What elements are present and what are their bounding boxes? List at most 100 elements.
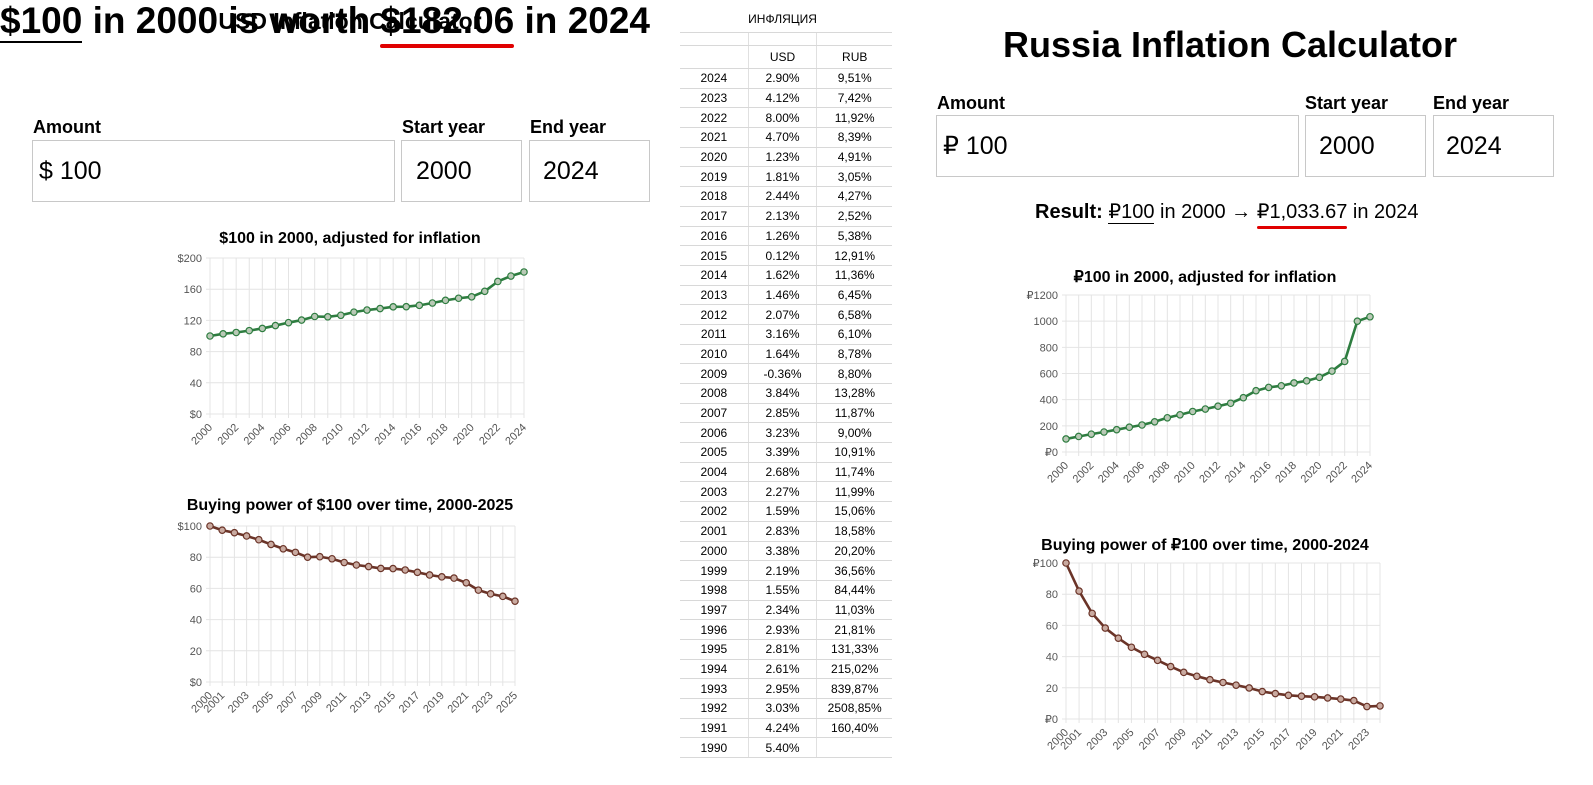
data-point[interactable] <box>1163 413 1172 422</box>
rub-end-year-input[interactable]: 2024 <box>1433 115 1554 177</box>
data-point[interactable] <box>310 312 319 321</box>
data-point[interactable] <box>1138 421 1146 429</box>
data-point[interactable] <box>1087 430 1096 438</box>
data-point[interactable] <box>258 324 267 333</box>
data-point[interactable] <box>1245 684 1253 692</box>
data-point[interactable] <box>1350 696 1358 705</box>
data-point[interactable] <box>1366 312 1374 321</box>
data-point[interactable] <box>284 318 293 327</box>
data-point[interactable] <box>413 568 422 577</box>
data-point[interactable] <box>328 554 336 563</box>
data-point[interactable] <box>1290 379 1298 387</box>
data-point[interactable] <box>363 306 371 314</box>
data-point[interactable] <box>279 544 288 553</box>
data-point[interactable] <box>1074 432 1083 441</box>
data-point[interactable] <box>245 326 254 335</box>
data-point[interactable] <box>511 597 519 605</box>
data-point[interactable] <box>323 313 332 321</box>
data-point[interactable] <box>1140 650 1149 659</box>
data-point[interactable] <box>297 316 306 324</box>
data-point[interactable] <box>1302 377 1311 385</box>
data-point[interactable] <box>401 566 410 574</box>
data-point[interactable] <box>520 268 528 276</box>
rub-amount-input[interactable]: ₽ 100 <box>936 115 1299 177</box>
data-point[interactable] <box>206 332 214 340</box>
data-point[interactable] <box>480 287 489 296</box>
data-point[interactable] <box>1193 672 1201 681</box>
data-point[interactable] <box>350 308 358 316</box>
data-point[interactable] <box>462 578 471 587</box>
data-point[interactable] <box>1075 587 1083 595</box>
data-point[interactable] <box>1179 668 1188 677</box>
data-point[interactable] <box>494 277 502 286</box>
data-point[interactable] <box>1252 386 1260 395</box>
data-point[interactable] <box>1062 559 1070 567</box>
data-point[interactable] <box>377 564 385 573</box>
data-point[interactable] <box>1206 675 1214 684</box>
data-point[interactable] <box>1315 373 1324 382</box>
data-point[interactable] <box>1363 702 1371 711</box>
data-point[interactable] <box>1310 693 1319 701</box>
data-point[interactable] <box>1264 383 1273 392</box>
data-point[interactable] <box>1188 407 1197 416</box>
data-point[interactable] <box>206 522 214 530</box>
data-point[interactable] <box>1176 410 1184 419</box>
data-point[interactable] <box>1219 678 1227 687</box>
data-point[interactable] <box>474 586 483 594</box>
data-point[interactable] <box>232 328 240 337</box>
data-point[interactable] <box>1088 609 1096 618</box>
data-point[interactable] <box>450 574 458 582</box>
data-point[interactable] <box>337 311 345 320</box>
data-point[interactable] <box>415 301 424 310</box>
data-point[interactable] <box>219 330 227 338</box>
data-point[interactable] <box>316 552 324 561</box>
data-point[interactable] <box>425 571 434 579</box>
data-point[interactable] <box>242 532 251 540</box>
data-point[interactable] <box>340 558 349 567</box>
data-point[interactable] <box>1214 402 1222 410</box>
data-point[interactable] <box>454 294 463 303</box>
usd-amount-input[interactable]: $ 100 <box>32 140 395 202</box>
data-point[interactable] <box>1150 417 1159 426</box>
data-point[interactable] <box>1127 643 1136 652</box>
data-point[interactable] <box>1232 681 1240 689</box>
data-point[interactable] <box>1226 399 1235 408</box>
data-point[interactable] <box>1297 692 1306 701</box>
data-point[interactable] <box>1323 694 1332 702</box>
usd-end-year-input[interactable]: 2024 <box>529 140 650 202</box>
data-point[interactable] <box>1114 634 1123 642</box>
data-point[interactable] <box>1328 367 1336 375</box>
data-point[interactable] <box>1239 393 1248 402</box>
data-point[interactable] <box>352 561 361 569</box>
data-point[interactable] <box>486 590 495 598</box>
data-point[interactable] <box>441 296 450 305</box>
data-point[interactable] <box>267 540 275 549</box>
usd-start-year-input[interactable]: 2000 <box>401 140 522 202</box>
data-point[interactable] <box>1340 357 1349 366</box>
data-point[interactable] <box>507 272 515 280</box>
data-point[interactable] <box>1336 695 1345 703</box>
data-point[interactable] <box>218 526 227 535</box>
data-point[interactable] <box>402 302 411 311</box>
data-point[interactable] <box>1271 689 1280 698</box>
data-point[interactable] <box>1100 428 1108 436</box>
data-point[interactable] <box>271 321 280 330</box>
data-point[interactable] <box>291 548 300 557</box>
data-point[interactable] <box>1376 702 1384 710</box>
data-point[interactable] <box>376 304 384 313</box>
data-point[interactable] <box>1101 624 1110 632</box>
data-point[interactable] <box>364 562 373 571</box>
data-point[interactable] <box>428 299 437 307</box>
data-point[interactable] <box>303 553 312 562</box>
data-point[interactable] <box>389 303 397 311</box>
rub-start-year-input[interactable]: 2000 <box>1305 115 1426 177</box>
data-point[interactable] <box>1258 687 1267 696</box>
data-point[interactable] <box>1112 425 1121 434</box>
data-point[interactable] <box>498 592 507 601</box>
data-point[interactable] <box>1277 381 1286 390</box>
data-point[interactable] <box>437 573 446 581</box>
data-point[interactable] <box>389 564 397 573</box>
data-point[interactable] <box>1166 662 1175 671</box>
data-point[interactable] <box>1062 435 1070 443</box>
data-point[interactable] <box>1125 423 1134 432</box>
